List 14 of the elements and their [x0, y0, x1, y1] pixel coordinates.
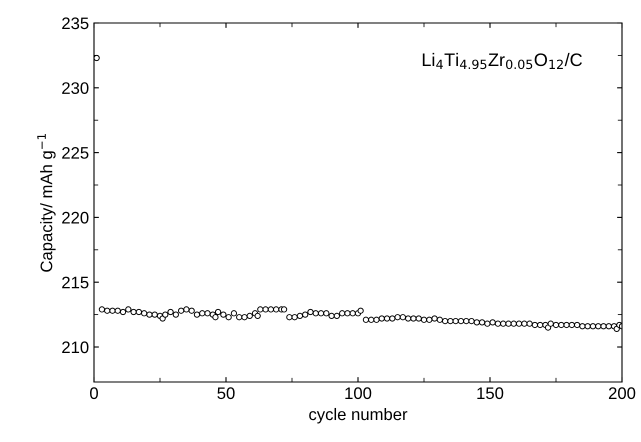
x-tick-label: 150 — [477, 387, 504, 400]
y-tick-label: 225 — [62, 147, 88, 159]
x-axis-title: cycle number — [309, 408, 408, 424]
x-tick-label: 200 — [608, 387, 636, 400]
text: Li$_{4}$Ti$_{4.95}$Zr$_{0.05}$O$_{12}$/C — [422, 52, 582, 70]
y-tick-label: 230 — [62, 82, 88, 94]
y-tick-label: 235 — [62, 17, 88, 30]
y-tick-label: 215 — [62, 276, 88, 288]
y-axis-title: Capacity/ mAh g$^{−1}$ — [37, 134, 56, 272]
y-tick-label: 220 — [62, 212, 88, 224]
x-tick-label: 100 — [345, 387, 372, 400]
x-tick-label: 0 — [90, 387, 98, 400]
y-tick-label: 210 — [62, 341, 88, 354]
x-tick-label: 50 — [217, 387, 235, 400]
